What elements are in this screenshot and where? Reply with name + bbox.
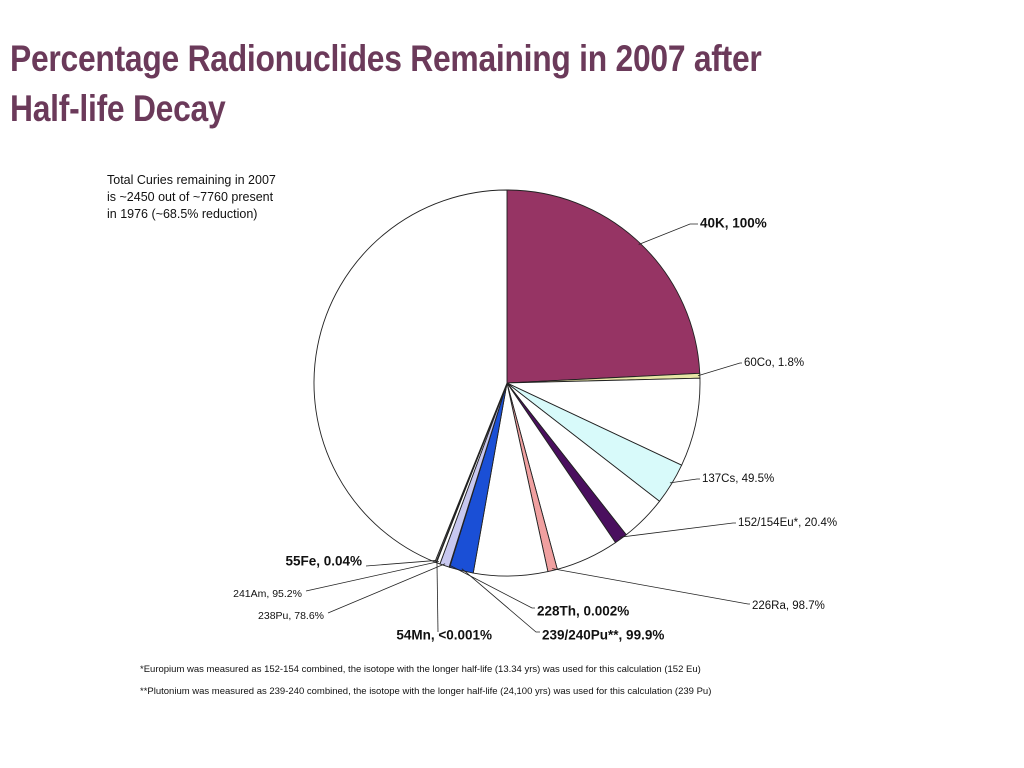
slice-label-54mn-0-001: 54Mn, <0.001% [396, 628, 492, 643]
slice-label-137cs-49-5: 137Cs, 49.5% [702, 473, 774, 485]
leader-line-40k-100 [638, 223, 698, 245]
summary-note: Total Curies remaining in 2007 is ~2450 … [107, 172, 327, 223]
summary-line-1: Total Curies remaining in 2007 [107, 173, 276, 187]
leader-line-60co-1-8 [697, 362, 742, 377]
leader-line-239-240pu-99-9 [461, 568, 540, 633]
leader-line-54mn-0-001 [436, 560, 439, 633]
slide-title: Percentage Radionuclides Remaining in 20… [10, 34, 836, 134]
leader-line-226ra-98-7 [552, 568, 750, 605]
leader-line-238pu-78-6 [327, 563, 446, 614]
title-line-1: Percentage Radionuclides Remaining in 20… [10, 38, 762, 79]
leader-line-137cs-49-5 [669, 478, 700, 484]
leader-line-55fe-0-04 [365, 560, 437, 567]
pie-slice-40k-100 [506, 189, 701, 384]
leader-line-241am-95-2 [305, 561, 439, 592]
slice-label-226ra-98-7: 226Ra, 98.7% [752, 600, 825, 612]
title-line-2: Half-life Decay [10, 88, 226, 129]
slice-label-40k-100: 40K, 100% [700, 216, 767, 231]
slice-label-228th-0-002: 228Th, 0.002% [537, 604, 629, 619]
footnote-europium: *Europium was measured as 152-154 combin… [140, 664, 701, 675]
pie-slice-remainder-15 [313, 189, 508, 563]
leader-line-152-154eu-20-4 [619, 522, 736, 538]
slice-label-238pu-78-6: 238Pu, 78.6% [258, 610, 324, 622]
summary-line-2: is ~2450 out of ~7760 present [107, 190, 274, 204]
slice-label-239-240pu-99-9: 239/240Pu**, 99.9% [542, 628, 664, 643]
slice-label-55fe-0-04: 55Fe, 0.04% [285, 554, 362, 569]
slice-label-241am-95-2: 241Am, 95.2% [233, 588, 302, 600]
slice-label-60co-1-8: 60Co, 1.8% [744, 357, 804, 369]
summary-line-3: in 1976 (~68.5% reduction) [107, 207, 258, 221]
slice-label-152-154eu-20-4: 152/154Eu*, 20.4% [738, 517, 837, 529]
footnote-plutonium: **Plutonium was measured as 239-240 comb… [140, 686, 712, 697]
leader-line-228th-0-002 [449, 565, 535, 609]
